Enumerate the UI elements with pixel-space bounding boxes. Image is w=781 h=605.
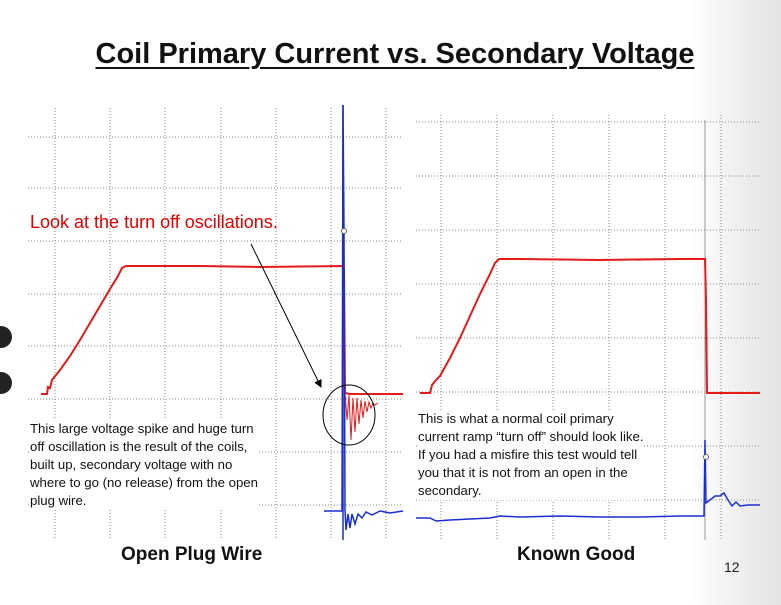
page-number: 12	[724, 559, 740, 575]
slide-title: Coil Primary Current vs. Secondary Volta…	[95, 38, 695, 70]
callout-turn-off-oscillations: Look at the turn off oscillations.	[30, 212, 278, 232]
nav-dot-icon[interactable]	[0, 372, 12, 394]
left-description-line: This large voltage spike and huge turn	[30, 421, 254, 436]
left-primary-current-trace	[41, 264, 403, 395]
right-description-line: This is what a normal coil primary	[418, 411, 614, 426]
left-turnoff-oscillation-trace	[344, 391, 379, 441]
right-secondary-voltage-trace	[416, 439, 760, 522]
left-caption: Open Plug Wire	[121, 544, 263, 565]
left-description-line: built up, secondary voltage with no	[30, 457, 233, 472]
left-description-line: off oscillation is the result of the coi…	[30, 439, 248, 454]
right-primary-current-trace	[420, 258, 760, 394]
right-description-line: secondary.	[418, 483, 482, 498]
trigger-marker-icon	[703, 454, 709, 460]
circle-highlight-icon	[322, 384, 376, 446]
right-description-line: current ramp “turn off” should look like…	[418, 429, 644, 444]
right-caption: Known Good	[517, 544, 636, 565]
right-description-line: you that it is not from an open in the	[418, 465, 628, 480]
left-description: This large voltage spike and huge turn o…	[30, 420, 258, 510]
left-description-line: plug wire.	[30, 493, 87, 508]
right-description-line: If you had a misfire this test would tel…	[418, 447, 638, 462]
left-secondary-voltage-trace	[324, 104, 404, 531]
left-description-line: where to go (no release) from the open	[30, 475, 258, 490]
arrow-icon	[250, 243, 322, 388]
nav-dot-icon[interactable]	[0, 326, 12, 348]
trigger-marker-icon	[341, 228, 347, 234]
right-description: This is what a normal coil primary curre…	[418, 410, 644, 500]
